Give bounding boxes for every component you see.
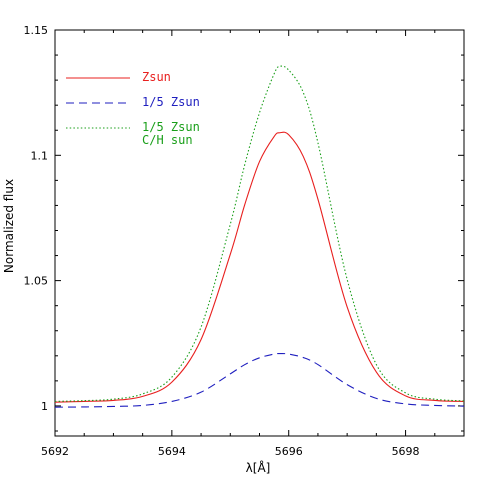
axis-ticks: 5692 5694 5696 5698 1 1.05 1.1 1.15 (24, 24, 465, 458)
y-tick-label: 1.05 (24, 275, 49, 288)
legend-label-3: 1/5 Zsun (142, 120, 200, 134)
plot-border (54, 29, 465, 437)
x-tick-label: 5698 (392, 445, 420, 458)
y-tick-label: 1.15 (24, 24, 49, 37)
legend-label-1: Zsun (142, 70, 171, 84)
series-line-3 (54, 65, 465, 402)
x-tick-label: 5696 (275, 445, 303, 458)
x-tick-label: 5694 (158, 445, 186, 458)
series-line-1 (54, 131, 465, 403)
y-tick-label: 1 (41, 400, 48, 413)
axis-labels: λ[Å] Normalized flux (2, 179, 270, 475)
x-axis-label: λ[Å] (246, 460, 271, 475)
y-axis-label: Normalized flux (2, 179, 16, 273)
legend-label-3: C/H sun (142, 133, 193, 147)
y-tick-label: 1.1 (31, 149, 49, 162)
x-tick-label: 5692 (41, 445, 69, 458)
plot-frame (54, 29, 465, 437)
series-line-2 (54, 352, 465, 408)
legend-label-2: 1/5 Zsun (142, 95, 200, 109)
series-lines (54, 65, 465, 408)
